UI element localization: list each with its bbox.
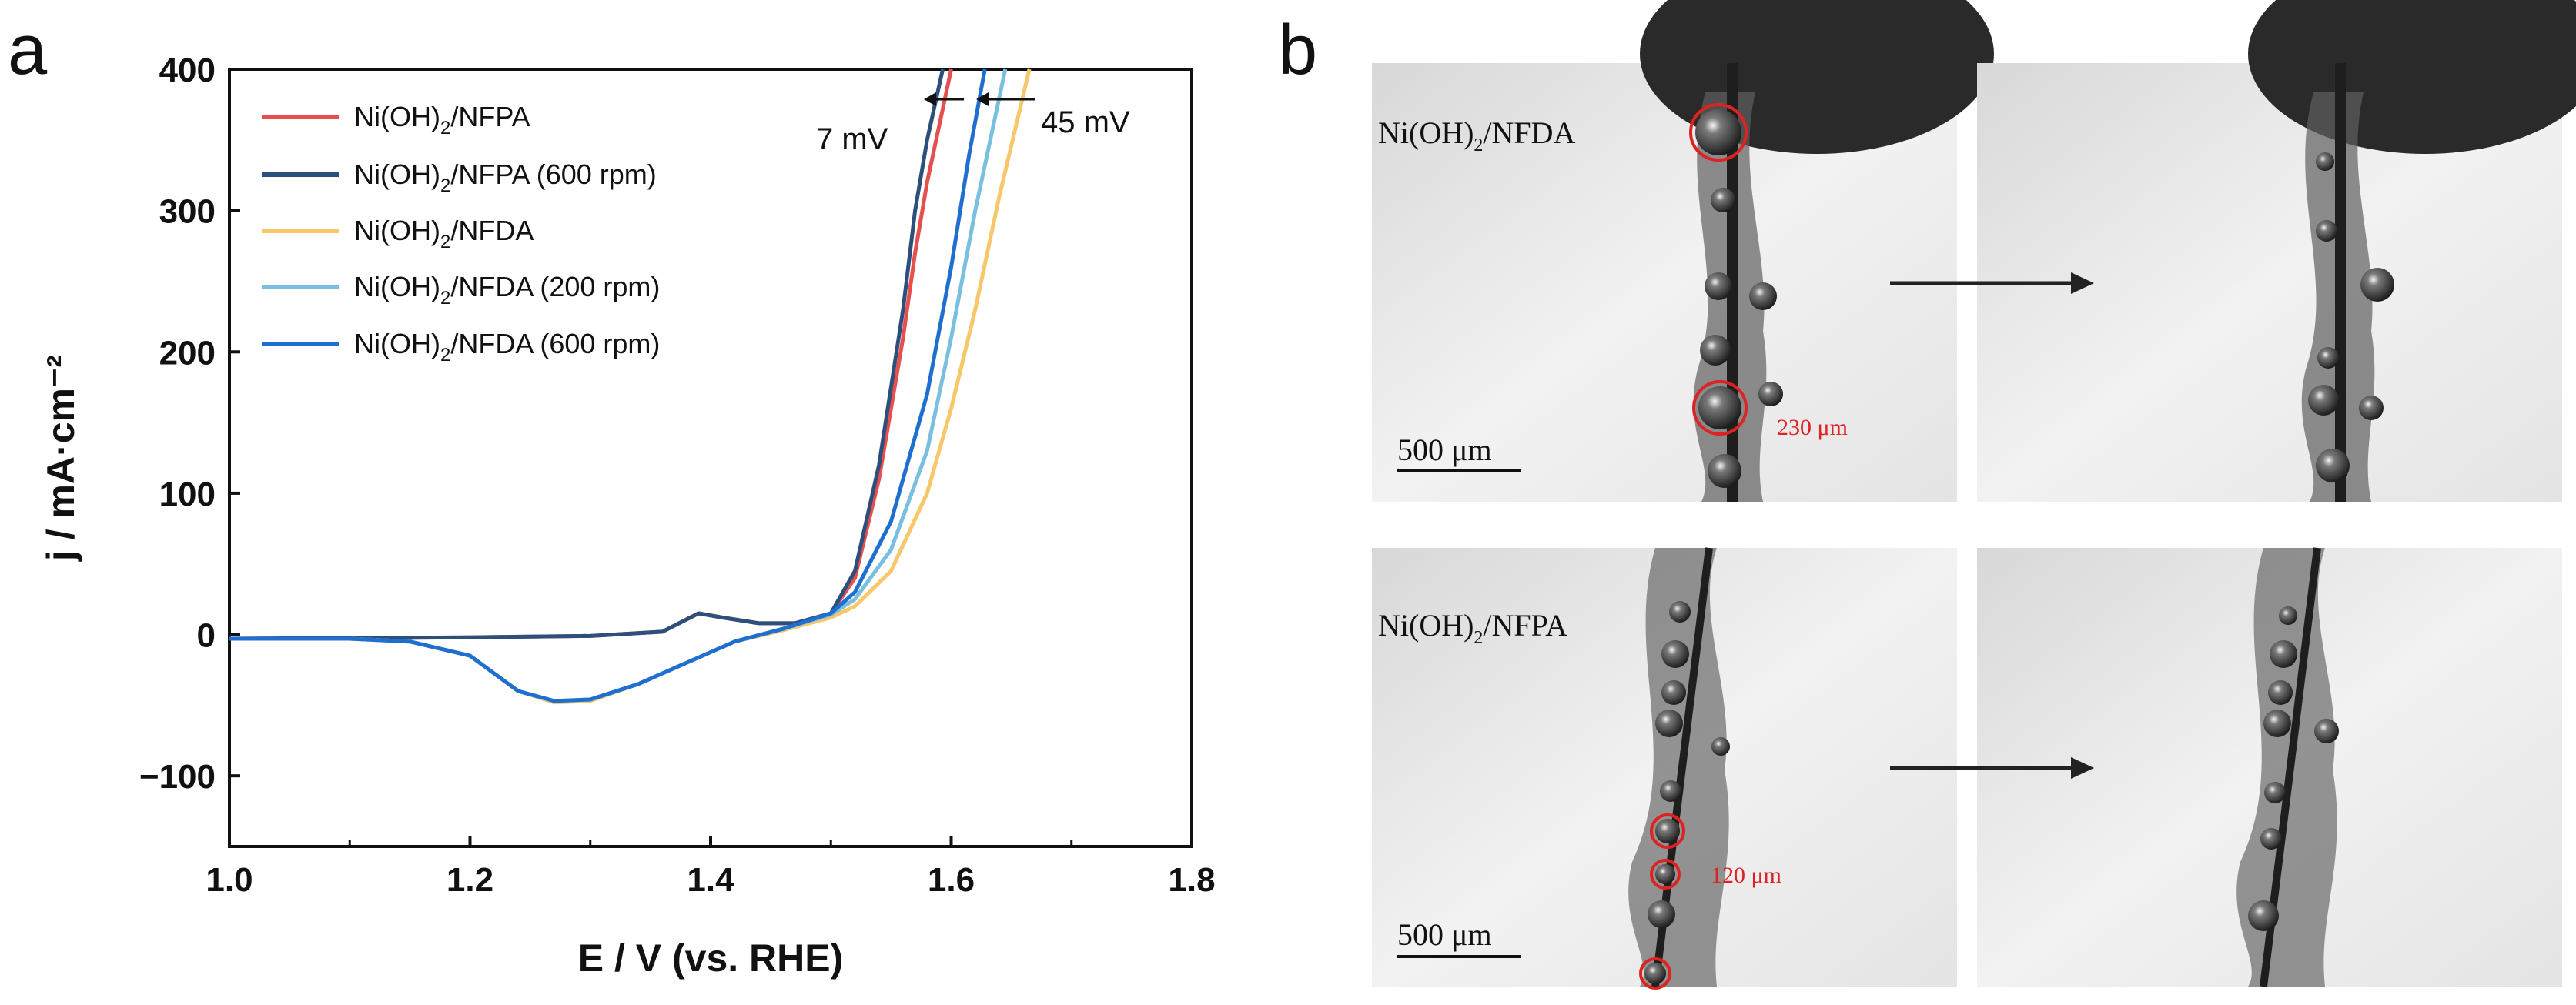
photo-label-nfpa: Ni(OH)2/NFPA [1378, 608, 1567, 648]
y-tick-label-3: 200 [159, 334, 216, 372]
y-tick-label-1: 0 [197, 617, 216, 655]
photo-nfpa-before [1372, 547, 1957, 990]
x-tick-label-1: 1.2 [447, 861, 493, 899]
legend-label-nfpa-600: Ni(OH)2/NFPA (600 rpm) [354, 159, 657, 196]
annotation-45mv: 45 mV [1041, 105, 1130, 139]
panel-label-b: b [1278, 11, 1317, 89]
series-layer [229, 68, 1032, 705]
lsv-chart: 1.0 1.2 1.4 1.6 1.8 −100 0 100 200 300 400 E / V (… [39, 52, 1216, 980]
y-tick-label-0: −100 [139, 758, 216, 796]
panel-label-a: a [8, 11, 48, 89]
arrow-7mv-head [924, 92, 936, 106]
series-line-4 [229, 68, 987, 703]
annotation-7mv: 7 mV [816, 122, 888, 156]
scale-bar-bottom-label: 500 μm [1397, 917, 1492, 952]
bubble-size-nfda: 230 μm [1777, 415, 1848, 440]
legend-label-nfda-600: Ni(OH)2/NFDA (600 rpm) [354, 328, 660, 366]
x-tick-label-2: 1.4 [687, 861, 734, 899]
y-tick-label-2: 100 [159, 476, 216, 513]
tick-layer: 1.0 1.2 1.4 1.6 1.8 −100 0 100 200 300 400 [139, 52, 1216, 899]
photo-label-nfda: Ni(OH)2/NFDA [1378, 115, 1576, 155]
x-tick-label-4: 1.8 [1168, 861, 1215, 899]
legend-label-nfpa: Ni(OH)2/NFPA [354, 101, 530, 139]
photo-nfda-after [1977, 0, 2576, 502]
legend-label-nfda-200: Ni(OH)2/NFDA (200 rpm) [354, 271, 660, 309]
scale-bar-top-label: 500 μm [1397, 432, 1492, 467]
x-tick-label-3: 1.6 [928, 861, 975, 899]
bubble-size-nfpa: 120 μm [1711, 863, 1781, 888]
x-tick-label-0: 1.0 [206, 861, 253, 899]
x-axis-title: E / V (vs. RHE) [578, 937, 844, 980]
y-tick-label-4: 300 [159, 193, 216, 231]
legend-label-nfda: Ni(OH)2/NFDA [354, 215, 534, 252]
overpotential-annotations: 7 mV 45 mV [816, 92, 1130, 156]
transition-arrow-bottom [1890, 757, 2094, 779]
legend: Ni(OH)2/NFPA Ni(OH)2/NFPA (600 rpm) Ni(O… [262, 101, 660, 366]
y-axis-title: j / mA·cm⁻² [39, 355, 82, 562]
y-tick-label-5: 400 [159, 52, 216, 89]
transition-arrow-top [1890, 272, 2094, 294]
photo-nfda-before [1372, 0, 1994, 502]
arrow-45mv-head [976, 92, 989, 106]
